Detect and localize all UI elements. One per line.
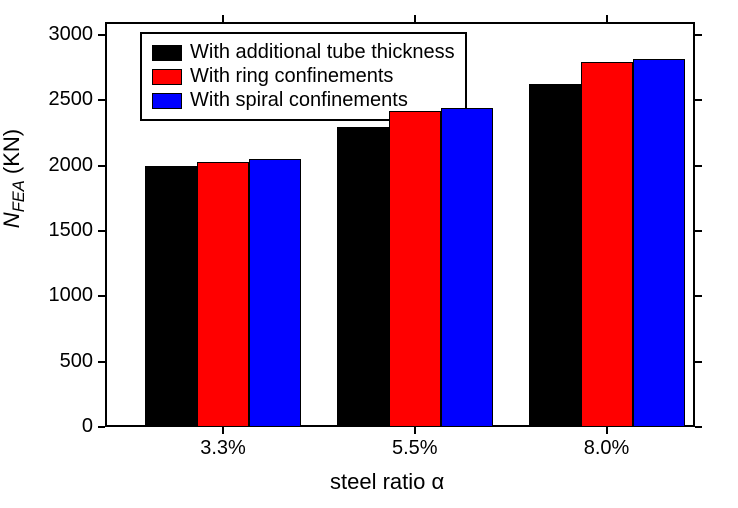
y-tick-label: 1000 xyxy=(49,284,94,307)
y-tick-mark-right xyxy=(695,295,702,297)
bar xyxy=(581,62,633,427)
legend-item: With additional tube thickness xyxy=(152,41,455,64)
legend-swatch xyxy=(152,69,182,85)
x-tick-label: 5.5% xyxy=(392,437,438,460)
y-tick-label: 3000 xyxy=(49,23,94,46)
x-tick-label: 3.3% xyxy=(200,437,246,460)
y-tick-mark xyxy=(98,230,105,232)
y-tick-mark-right xyxy=(695,426,702,428)
legend-item: With ring confinements xyxy=(152,65,455,88)
x-tick-mark xyxy=(606,427,608,434)
y-tick-mark xyxy=(98,295,105,297)
y-tick-label: 1500 xyxy=(49,219,94,242)
bar xyxy=(441,108,493,427)
x-tick-mark xyxy=(222,427,224,434)
bar xyxy=(337,127,389,427)
y-title-unit: (KN) xyxy=(0,128,24,179)
x-tick-mark-top xyxy=(606,15,608,22)
y-tick-mark-right xyxy=(695,361,702,363)
x-tick-mark-top xyxy=(222,15,224,22)
y-tick-label: 2000 xyxy=(49,154,94,177)
y-tick-label: 500 xyxy=(60,350,93,373)
x-axis-title: steel ratio α xyxy=(330,469,444,495)
y-title-main: N xyxy=(0,212,24,228)
legend-label: With ring confinements xyxy=(190,65,393,88)
legend-label: With additional tube thickness xyxy=(190,41,455,64)
y-tick-mark-right xyxy=(695,34,702,36)
legend-swatch xyxy=(152,45,182,61)
bar xyxy=(633,59,685,427)
x-tick-mark xyxy=(414,427,416,434)
legend: With additional tube thicknessWith ring … xyxy=(140,32,467,121)
y-tick-mark-right xyxy=(695,230,702,232)
y-tick-mark-right xyxy=(695,165,702,167)
bar xyxy=(145,166,197,427)
y-tick-mark xyxy=(98,361,105,363)
y-tick-label: 0 xyxy=(82,415,93,438)
y-title-sub: FEA xyxy=(10,180,28,212)
y-tick-mark xyxy=(98,99,105,101)
legend-label: With spiral confinements xyxy=(190,89,408,112)
legend-swatch xyxy=(152,93,182,109)
legend-item: With spiral confinements xyxy=(152,89,455,112)
y-tick-label: 2500 xyxy=(49,88,94,111)
x-tick-mark-top xyxy=(414,15,416,22)
bar-chart: NFEA (KN) steel ratio α With additional … xyxy=(0,0,738,508)
bar xyxy=(249,159,301,427)
bar xyxy=(197,162,249,427)
y-tick-mark xyxy=(98,426,105,428)
y-tick-mark xyxy=(98,34,105,36)
y-tick-mark xyxy=(98,165,105,167)
x-tick-label: 8.0% xyxy=(584,437,630,460)
bar xyxy=(389,111,441,427)
y-tick-mark-right xyxy=(695,99,702,101)
bar xyxy=(529,84,581,427)
